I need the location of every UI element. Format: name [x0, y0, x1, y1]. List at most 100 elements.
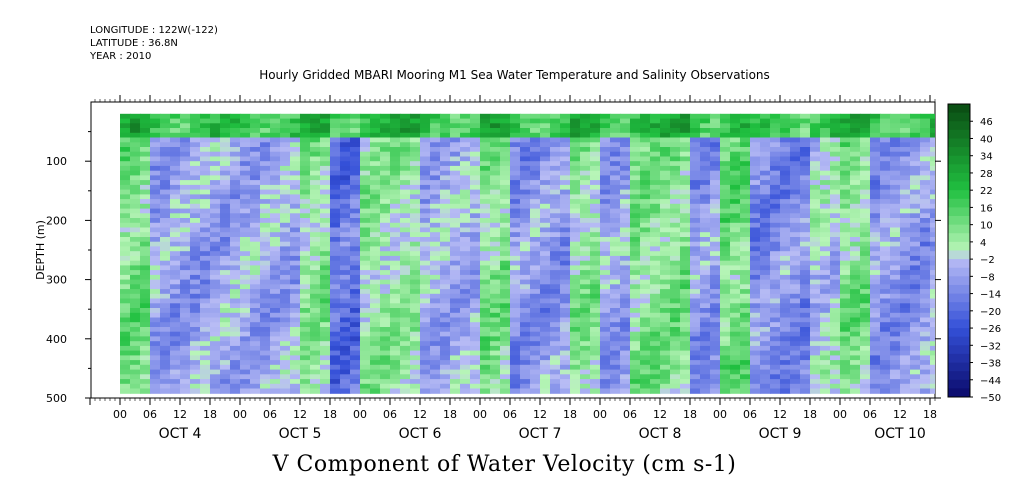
heatmap-cell — [620, 255, 631, 262]
heatmap-cell — [300, 260, 311, 266]
heatmap-cell — [150, 341, 161, 347]
heatmap-cell — [220, 298, 231, 304]
heatmap-cell — [470, 180, 481, 186]
heatmap-cell — [580, 322, 591, 328]
heatmap-cell — [480, 156, 491, 162]
heatmap-cell — [470, 274, 481, 281]
heatmap-cell — [240, 284, 251, 290]
heatmap-cell — [490, 284, 501, 290]
heatmap-cell — [510, 369, 521, 375]
heatmap-cell — [840, 113, 851, 120]
heatmap-cell — [250, 180, 261, 186]
heatmap-cell — [490, 147, 501, 153]
heatmap-cell — [850, 165, 861, 172]
heatmap-cell — [290, 142, 301, 148]
heatmap-cell — [130, 118, 141, 124]
heatmap-cell — [330, 232, 341, 238]
heatmap-cell — [210, 137, 221, 143]
heatmap-cell — [830, 322, 841, 328]
heatmap-cell — [300, 360, 311, 366]
heatmap-cell — [350, 312, 361, 319]
heatmap-cell — [660, 175, 671, 181]
heatmap-cell — [630, 184, 641, 191]
heatmap-cell — [900, 170, 911, 176]
heatmap-cell — [930, 379, 935, 385]
heatmap-cell — [810, 341, 821, 347]
heatmap-cell — [180, 147, 191, 153]
heatmap-cell — [150, 255, 161, 262]
heatmap-cell — [120, 113, 131, 120]
heatmap-cell — [670, 227, 681, 233]
heatmap-cell — [770, 331, 781, 337]
heatmap-cell — [410, 331, 421, 337]
heatmap-cell — [550, 227, 561, 233]
heatmap-cell — [140, 260, 151, 266]
heatmap-cell — [860, 327, 871, 333]
heatmap-cell — [460, 218, 471, 224]
heatmap-cell — [400, 284, 411, 290]
heatmap-cell — [610, 336, 621, 342]
heatmap-cell — [580, 137, 591, 143]
heatmap-cell — [830, 388, 841, 394]
heatmap-cell — [190, 194, 201, 200]
heatmap-cell — [470, 331, 481, 337]
heatmap-cell — [610, 165, 621, 172]
heatmap-cell — [410, 379, 421, 385]
heatmap-cell — [240, 274, 251, 281]
heatmap-cell — [430, 355, 441, 361]
heatmap-cell — [620, 289, 631, 295]
heatmap-cell — [680, 327, 691, 333]
heatmap-cell — [420, 383, 431, 390]
heatmap-cell — [760, 355, 771, 361]
heatmap-cell — [370, 165, 381, 172]
heatmap-cell — [640, 189, 651, 195]
heatmap-cell — [630, 142, 641, 148]
heatmap-cell — [140, 180, 151, 186]
heatmap-cell — [620, 331, 631, 337]
heatmap-cell — [260, 312, 271, 319]
heatmap-cell — [620, 341, 631, 347]
heatmap-cell — [260, 260, 271, 266]
heatmap-cell — [720, 156, 731, 162]
heatmap-cell — [200, 128, 211, 134]
heatmap-cell — [300, 113, 311, 120]
heatmap-cell — [510, 184, 521, 191]
heatmap-cell — [160, 260, 171, 266]
heatmap-cell — [890, 203, 901, 210]
heatmap-cell — [190, 147, 201, 153]
heatmap-cell — [730, 293, 741, 300]
heatmap-cell — [130, 161, 141, 167]
heatmap-cell — [360, 227, 371, 233]
heatmap-cell — [680, 289, 691, 295]
heatmap-cell — [490, 322, 501, 328]
heatmap-cell — [790, 369, 801, 375]
heatmap-cell — [860, 260, 871, 266]
heatmap-cell — [710, 336, 721, 342]
heatmap-cell — [420, 274, 431, 281]
heatmap-cell — [480, 289, 491, 295]
heatmap-cell — [160, 284, 171, 290]
heatmap-cell — [390, 303, 401, 309]
heatmap-cell — [260, 213, 271, 219]
heatmap-cell — [820, 184, 831, 191]
heatmap-cell — [810, 227, 821, 233]
heatmap-cell — [180, 232, 191, 238]
heatmap-cell — [920, 322, 931, 328]
heatmap-cell — [720, 175, 731, 181]
heatmap-cell — [650, 232, 661, 238]
heatmap-cell — [250, 284, 261, 290]
heatmap-cell — [350, 284, 361, 290]
heatmap-cell — [210, 303, 221, 309]
heatmap-cell — [910, 312, 921, 319]
heatmap-cell — [630, 151, 641, 157]
heatmap-cell — [780, 232, 791, 238]
heatmap-cell — [610, 118, 621, 124]
heatmap-cell — [830, 298, 841, 304]
heatmap-cell — [730, 308, 741, 314]
heatmap-cell — [120, 165, 131, 172]
heatmap-cell — [450, 360, 461, 366]
heatmap-cell — [620, 383, 631, 390]
heatmap-cell — [690, 284, 701, 290]
heatmap-cell — [900, 246, 911, 252]
